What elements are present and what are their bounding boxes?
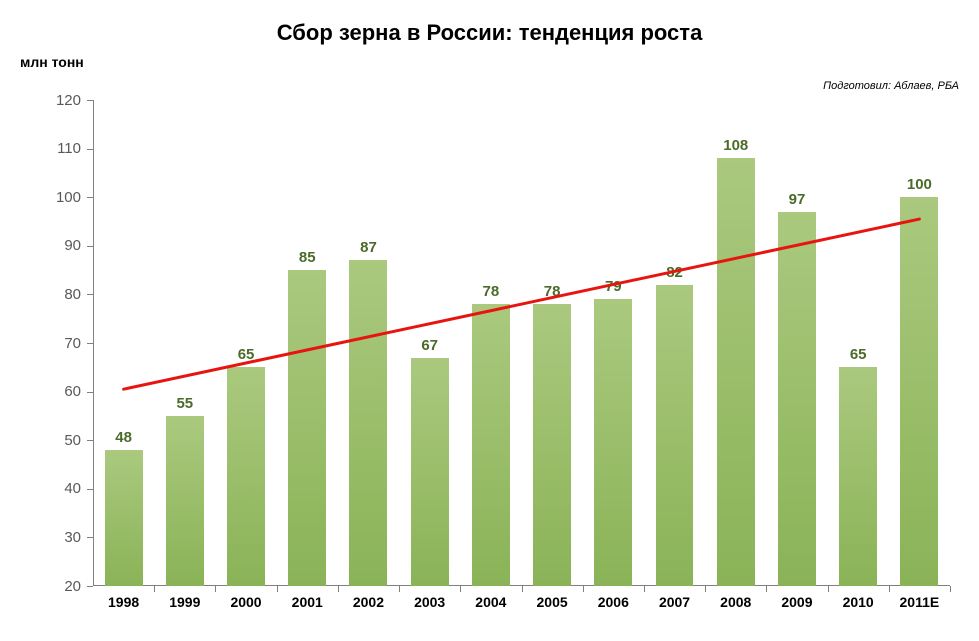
x-tick-mark	[215, 586, 216, 592]
bar-value-label: 82	[650, 264, 700, 281]
bar	[288, 270, 326, 586]
x-tick-mark	[644, 586, 645, 592]
x-tick-label: 2008	[705, 594, 766, 610]
x-tick-label: 1998	[93, 594, 154, 610]
y-tick-mark	[87, 586, 93, 587]
y-axis-label: млн тонн	[20, 54, 84, 70]
x-tick-label: 2005	[522, 594, 583, 610]
y-tick-label: 100	[41, 189, 81, 206]
y-tick-mark	[87, 392, 93, 393]
x-tick-mark	[277, 586, 278, 592]
trendline	[93, 100, 950, 586]
bar	[717, 158, 755, 586]
y-tick-mark	[87, 246, 93, 247]
plot-area: 2030405060708090100110120 48556585876778…	[93, 100, 950, 586]
bar-value-label: 78	[527, 283, 577, 300]
bar-value-label: 78	[466, 283, 516, 300]
x-tick-mark	[522, 586, 523, 592]
bar-value-label: 100	[894, 176, 944, 193]
x-tick-label: 2004	[460, 594, 521, 610]
x-tick-label: 2009	[766, 594, 827, 610]
x-tick-label: 2000	[215, 594, 276, 610]
x-tick-label: 2003	[399, 594, 460, 610]
x-tick-label: 2001	[277, 594, 338, 610]
bar	[472, 304, 510, 586]
bar	[349, 260, 387, 586]
bar	[778, 212, 816, 586]
y-tick-label: 60	[41, 383, 81, 400]
x-tick-label: 2011E	[889, 594, 950, 610]
bar	[227, 367, 265, 586]
bar-value-label: 85	[282, 249, 332, 266]
y-tick-mark	[87, 440, 93, 441]
x-tick-mark	[889, 586, 890, 592]
bar-value-label: 97	[772, 191, 822, 208]
y-tick-label: 20	[41, 578, 81, 595]
chart-attribution: Подготовил: Аблаев, РБА	[823, 80, 959, 92]
x-tick-mark	[766, 586, 767, 592]
chart-title: Сбор зерна в России: тенденция роста	[0, 20, 979, 46]
x-tick-label: 2002	[338, 594, 399, 610]
y-tick-label: 40	[41, 480, 81, 497]
x-tick-label: 2006	[583, 594, 644, 610]
bar	[594, 299, 632, 586]
y-tick-label: 80	[41, 286, 81, 303]
y-tick-label: 120	[41, 92, 81, 109]
y-tick-mark	[87, 197, 93, 198]
y-tick-mark	[87, 294, 93, 295]
x-tick-mark	[950, 586, 951, 592]
y-tick-label: 70	[41, 335, 81, 352]
bar	[105, 450, 143, 586]
x-tick-label: 1999	[154, 594, 215, 610]
bar	[656, 285, 694, 586]
y-tick-mark	[87, 489, 93, 490]
bar	[839, 367, 877, 586]
bar-value-label: 65	[221, 346, 271, 363]
x-tick-mark	[705, 586, 706, 592]
chart-container: Сбор зерна в России: тенденция роста млн…	[0, 0, 979, 641]
y-tick-mark	[87, 537, 93, 538]
x-tick-label: 2007	[644, 594, 705, 610]
bar	[533, 304, 571, 586]
bar	[411, 358, 449, 586]
x-tick-mark	[338, 586, 339, 592]
x-tick-mark	[154, 586, 155, 592]
y-tick-mark	[87, 343, 93, 344]
bar-value-label: 67	[405, 337, 455, 354]
bar	[166, 416, 204, 586]
x-tick-label: 2010	[828, 594, 889, 610]
bar-value-label: 48	[99, 429, 149, 446]
bar-value-label: 108	[711, 137, 761, 154]
y-tick-label: 50	[41, 432, 81, 449]
y-tick-mark	[87, 100, 93, 101]
bar	[900, 197, 938, 586]
x-tick-mark	[460, 586, 461, 592]
y-tick-mark	[87, 149, 93, 150]
x-tick-mark	[583, 586, 584, 592]
x-tick-mark	[399, 586, 400, 592]
bar-value-label: 87	[343, 239, 393, 256]
bar-value-label: 55	[160, 395, 210, 412]
y-axis-line	[93, 100, 94, 586]
bar-value-label: 79	[588, 278, 638, 295]
y-tick-label: 110	[41, 140, 81, 157]
bar-value-label: 65	[833, 346, 883, 363]
y-tick-label: 30	[41, 529, 81, 546]
x-tick-mark	[828, 586, 829, 592]
y-tick-label: 90	[41, 237, 81, 254]
